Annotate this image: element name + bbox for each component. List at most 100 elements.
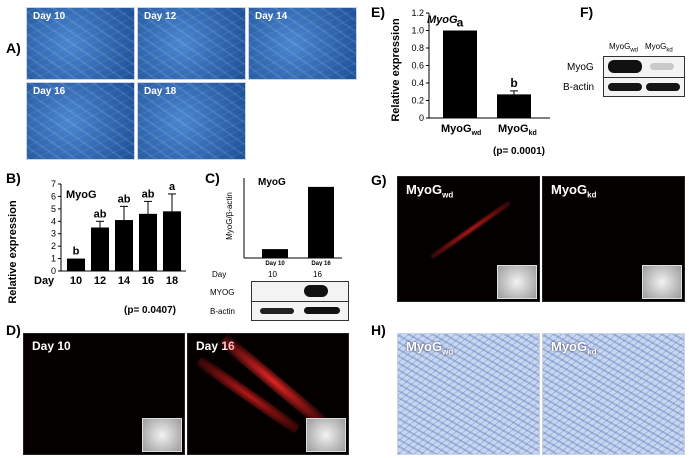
stain-myog-kd: MyoGkd xyxy=(542,333,685,455)
blot-row-myog: MyoG xyxy=(567,62,594,73)
micrograph-caption: Day 16 xyxy=(33,86,66,97)
fluorescence-day-16: Day 16 xyxy=(187,333,349,455)
chart-title: MyoG xyxy=(427,14,458,26)
panel-c-chart: MyoG MyoG/β-actin Day 10 Day 16 xyxy=(225,177,342,266)
panel-g-label: G) xyxy=(371,172,387,188)
category-label-wd: MyoGwd xyxy=(441,123,481,137)
x-tick-label: 10 xyxy=(70,275,82,287)
image-caption: MyoGwd xyxy=(406,339,454,357)
lane-label-kd: MyoGkd xyxy=(645,42,673,54)
fluorescence-myog-kd: MyoGkd xyxy=(542,176,685,302)
panel-h-label: H) xyxy=(371,322,386,338)
micrograph-day-16: Day 16 xyxy=(26,82,135,160)
day-row-label: Day xyxy=(212,270,227,279)
panel-e-chart: MyoG Relative expression 0 0.2 0.4 0.6 0.8 1.… xyxy=(390,8,550,157)
western-blot-myog xyxy=(603,56,685,78)
y-tick-label: 2 xyxy=(51,241,56,251)
image-caption: Day 10 xyxy=(32,339,71,353)
y-tick-label: 0 xyxy=(51,266,56,276)
x-tick-label: Day 16 xyxy=(311,261,331,266)
bar-day-14 xyxy=(115,220,133,271)
western-blot-bactin xyxy=(251,301,349,321)
y-tick-label: 0.8 xyxy=(411,43,424,53)
significance-letter: ab xyxy=(94,208,107,220)
significance-letter: a xyxy=(457,16,464,30)
chart-title: MyoG xyxy=(258,177,286,188)
panel-b-label: B) xyxy=(6,170,21,186)
brightfield-inset xyxy=(497,265,537,299)
micrograph-caption: Day 10 xyxy=(33,11,66,22)
bar-day-18 xyxy=(163,211,181,271)
y-axis-label: Relative expression xyxy=(7,200,19,304)
bar-day-10 xyxy=(262,249,288,258)
micrograph-day-10: Day 10 xyxy=(26,7,135,80)
significance-letter: ab xyxy=(118,193,131,205)
p-value: (p= 0.0407) xyxy=(124,305,176,316)
micrograph-caption: Day 14 xyxy=(255,11,288,22)
micrograph-day-12: Day 12 xyxy=(137,7,246,80)
bar-day-10 xyxy=(67,258,85,271)
y-tick-label: 4 xyxy=(51,216,56,226)
blot-band xyxy=(304,285,328,297)
blot-band xyxy=(650,63,674,70)
lane-label-wd: MyoGwd xyxy=(609,42,639,54)
western-blot-myog xyxy=(251,281,349,302)
panel-e-label: E) xyxy=(371,4,385,20)
y-tick-label: 1.2 xyxy=(411,8,424,18)
bar-myogkd xyxy=(497,94,531,118)
fluorescent-cell xyxy=(429,200,512,260)
significance-letter: a xyxy=(169,181,176,193)
significance-letter: ab xyxy=(142,188,155,200)
lane-day-16: 16 xyxy=(313,270,322,279)
blot-row-myog: MYOG xyxy=(210,288,235,297)
image-caption: MyoGkd xyxy=(551,182,597,200)
brightfield-inset xyxy=(642,265,682,299)
micrograph-day-18: Day 18 xyxy=(137,82,246,160)
fluorescence-day-10: Day 10 xyxy=(23,333,185,455)
x-tick-label: 16 xyxy=(142,275,154,287)
blot-band xyxy=(260,308,294,314)
bar-day-16 xyxy=(308,186,334,258)
p-value: (p= 0.0001) xyxy=(493,146,545,157)
bar-day-12 xyxy=(91,227,109,271)
x-tick-label: 12 xyxy=(94,275,106,287)
panel-f-label: F) xyxy=(580,4,594,20)
significance-letter: b xyxy=(510,76,517,90)
y-tick-label: 0.2 xyxy=(411,96,424,106)
significance-letter: b xyxy=(73,246,80,258)
bar-day-16 xyxy=(139,213,157,271)
x-tick-label: Day 10 xyxy=(265,261,285,266)
category-label-kd: MyoGkd xyxy=(498,123,537,137)
x-tick-label: 14 xyxy=(118,275,131,287)
y-tick-label: 0 xyxy=(419,113,424,123)
y-tick-label: 0.6 xyxy=(411,61,424,71)
y-tick-label: 5 xyxy=(51,204,56,214)
western-blot-bactin xyxy=(603,77,685,97)
chart-title: MyoG xyxy=(66,189,97,201)
micrograph-day-14: Day 14 xyxy=(248,7,357,80)
image-caption: MyoGwd xyxy=(406,182,454,200)
blot-band xyxy=(608,83,642,91)
micrograph-caption: Day 18 xyxy=(144,86,177,97)
y-axis-label: Relative expression xyxy=(390,18,402,122)
y-tick-label: 6 xyxy=(51,191,56,201)
panel-c-label: C) xyxy=(205,170,220,186)
blot-row-bactin: B-actin xyxy=(210,307,235,316)
panel-a-label: A) xyxy=(6,40,21,56)
x-tick-label: 18 xyxy=(166,275,178,287)
y-tick-label: 1.0 xyxy=(411,26,424,36)
blot-row-bactin: B-actin xyxy=(563,82,595,93)
y-axis-label: MyoG/β-actin xyxy=(225,192,234,240)
y-tick-label: 0.4 xyxy=(411,78,424,88)
brightfield-inset xyxy=(306,418,346,452)
image-caption: MyoGkd xyxy=(551,339,597,357)
stain-myog-wd: MyoGwd xyxy=(397,333,540,455)
y-tick-label: 1 xyxy=(51,254,56,264)
panel-d-label: D) xyxy=(6,322,21,338)
y-tick-label: 7 xyxy=(51,179,56,189)
micrograph-caption: Day 12 xyxy=(144,11,177,22)
blot-band xyxy=(608,60,642,73)
lane-day-10: 10 xyxy=(268,270,277,279)
bar-myogwd xyxy=(443,30,477,118)
